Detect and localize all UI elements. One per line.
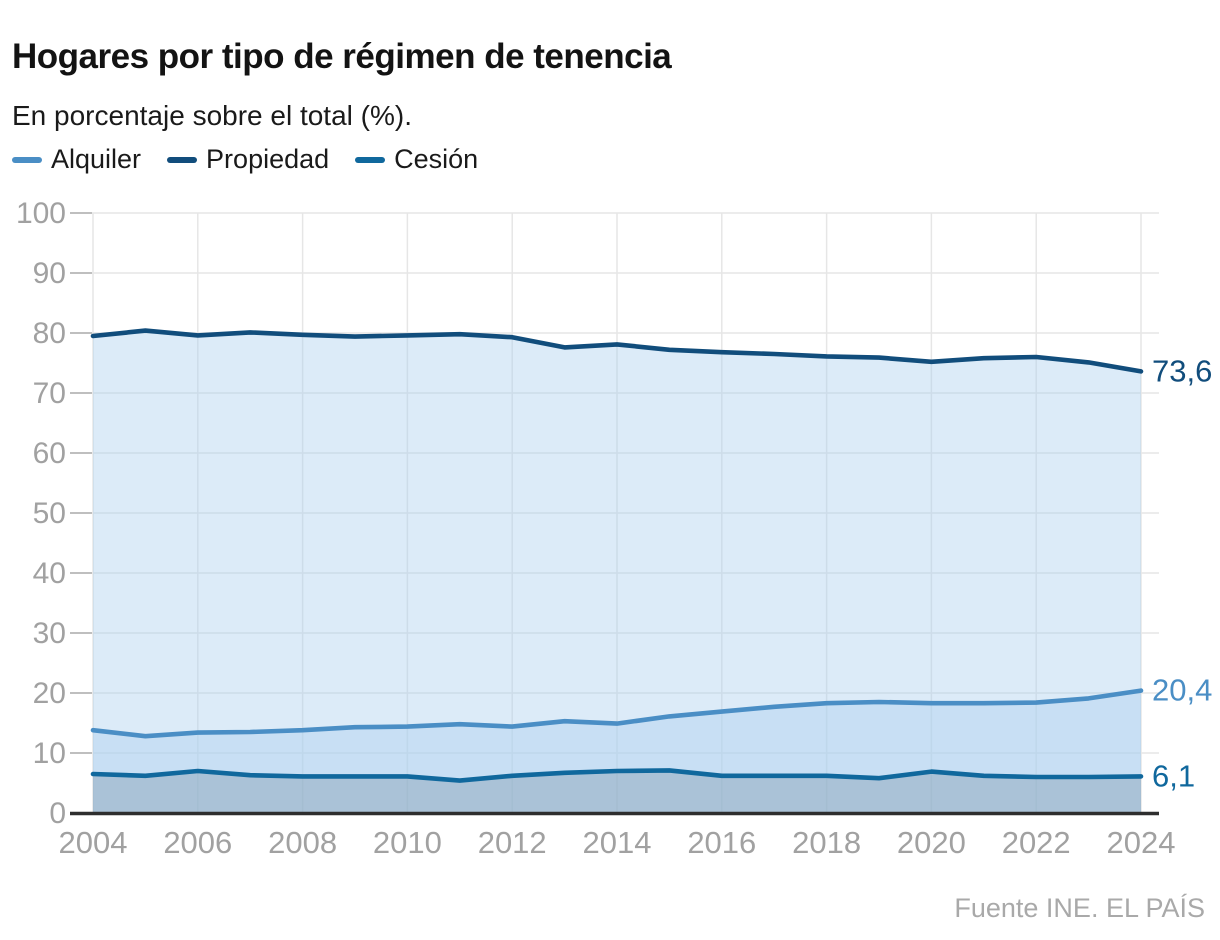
y-axis-label: 100 — [16, 197, 66, 230]
x-axis-label: 2024 — [1107, 825, 1176, 860]
end-value-label: 20,4 — [1152, 673, 1212, 708]
x-axis-label: 2018 — [792, 825, 861, 860]
x-axis-label: 2020 — [897, 825, 966, 860]
area-alquiler — [93, 690, 1141, 813]
y-axis-label: 0 — [49, 797, 66, 830]
y-axis-label: 20 — [33, 677, 66, 710]
legend-swatch-icon — [355, 156, 386, 163]
x-axis-label: 2006 — [163, 825, 232, 860]
x-axis-label: 2022 — [1002, 825, 1071, 860]
y-axis-label: 40 — [33, 557, 66, 590]
line-cesion — [90, 768, 1144, 783]
legend-label: Propiedad — [206, 144, 330, 174]
y-axis-label: 80 — [33, 317, 66, 350]
end-value-label: 73,6 — [1152, 353, 1212, 388]
x-axis-label: 2012 — [478, 825, 547, 860]
y-axis-label: 50 — [33, 497, 66, 530]
line-propiedad — [90, 328, 1144, 374]
legend-label: Cesión — [394, 144, 479, 174]
legend-swatch-icon — [12, 156, 42, 163]
x-axis-label: 2016 — [687, 825, 756, 860]
legend-label: Alquiler — [51, 144, 142, 174]
chart-title: Hogares por tipo de régimen de tenencia — [12, 37, 672, 77]
y-axis-label: 30 — [33, 617, 66, 650]
legend-item-alquiler: Alquiler — [12, 144, 141, 175]
x-axis-label: 2014 — [583, 825, 652, 860]
end-value-label: 6,1 — [1152, 758, 1195, 793]
x-axis-label: 2010 — [373, 825, 442, 860]
legend-item-cesion: Cesión — [355, 144, 478, 175]
chart-legend: Alquiler Propiedad Cesión — [12, 144, 478, 175]
source-credit: Fuente INE. EL PAÍS — [954, 893, 1205, 923]
y-axis-label: 60 — [33, 437, 66, 470]
legend-item-propiedad: Propiedad — [167, 144, 329, 175]
area-cesion — [93, 770, 1141, 813]
x-axis-label: 2004 — [59, 825, 128, 860]
chart-subtitle: En porcentaje sobre el total (%). — [12, 100, 412, 131]
area-propiedad — [93, 330, 1141, 813]
y-axis-label: 10 — [33, 737, 66, 770]
line-alquiler — [90, 688, 1144, 739]
legend-swatch-icon — [167, 156, 198, 163]
x-axis-label: 2008 — [268, 825, 337, 860]
y-axis-label: 90 — [33, 257, 66, 290]
y-axis-label: 70 — [33, 377, 66, 410]
